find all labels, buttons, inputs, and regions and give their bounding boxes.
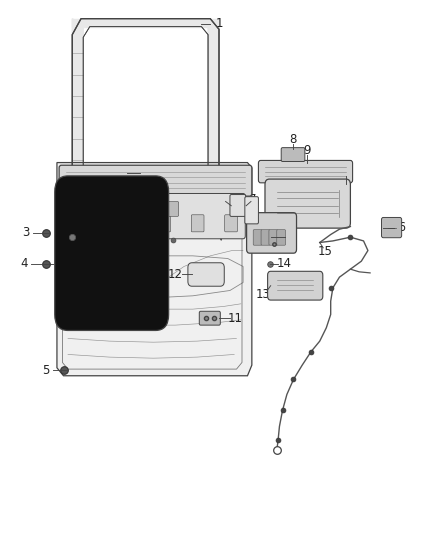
FancyBboxPatch shape (245, 197, 258, 224)
FancyBboxPatch shape (121, 201, 148, 216)
Text: 3: 3 (286, 231, 293, 244)
Polygon shape (72, 19, 219, 27)
FancyBboxPatch shape (258, 160, 353, 183)
FancyBboxPatch shape (199, 311, 220, 325)
FancyBboxPatch shape (191, 215, 204, 232)
Text: 10: 10 (339, 165, 353, 178)
FancyBboxPatch shape (277, 230, 286, 245)
FancyBboxPatch shape (124, 215, 137, 232)
FancyBboxPatch shape (268, 271, 323, 300)
Text: 5: 5 (42, 364, 49, 377)
FancyBboxPatch shape (261, 230, 270, 245)
FancyBboxPatch shape (59, 165, 252, 196)
FancyBboxPatch shape (225, 215, 237, 232)
FancyBboxPatch shape (91, 215, 104, 232)
Text: 12: 12 (168, 268, 183, 281)
Text: 15: 15 (318, 245, 332, 258)
Text: 7: 7 (249, 193, 257, 206)
FancyBboxPatch shape (253, 230, 262, 245)
Text: 3: 3 (22, 227, 29, 239)
Text: 16: 16 (392, 221, 407, 234)
FancyBboxPatch shape (81, 193, 245, 239)
Polygon shape (70, 192, 166, 301)
FancyBboxPatch shape (265, 179, 350, 228)
Text: 2: 2 (114, 167, 122, 180)
Text: 6: 6 (218, 193, 226, 206)
FancyBboxPatch shape (152, 201, 179, 216)
Polygon shape (208, 19, 219, 240)
Polygon shape (223, 189, 234, 203)
Polygon shape (57, 163, 252, 376)
Text: 9: 9 (303, 144, 311, 157)
FancyBboxPatch shape (158, 215, 170, 232)
Text: 11: 11 (228, 312, 243, 325)
FancyBboxPatch shape (247, 213, 297, 253)
FancyBboxPatch shape (91, 201, 117, 216)
Text: 1: 1 (215, 18, 223, 30)
Text: 8: 8 (290, 133, 297, 146)
Polygon shape (72, 19, 83, 240)
FancyBboxPatch shape (269, 230, 278, 245)
FancyBboxPatch shape (281, 148, 305, 161)
FancyBboxPatch shape (381, 217, 402, 238)
Text: 14: 14 (276, 257, 291, 270)
Polygon shape (223, 205, 232, 216)
Text: 13: 13 (255, 288, 270, 301)
FancyBboxPatch shape (55, 176, 169, 330)
FancyBboxPatch shape (188, 263, 224, 286)
Text: 4: 4 (20, 257, 28, 270)
FancyBboxPatch shape (230, 195, 246, 216)
